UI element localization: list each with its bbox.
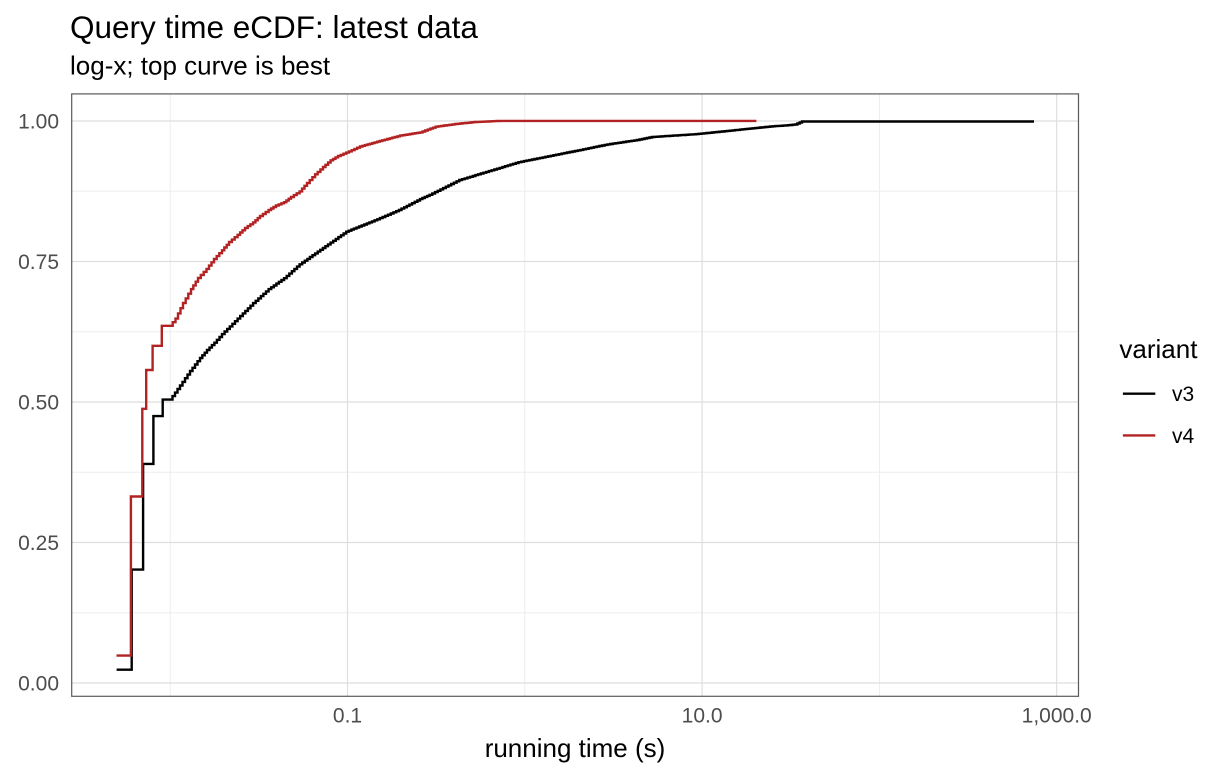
svg-text:1.00: 1.00	[18, 110, 59, 133]
svg-text:variant: variant	[1119, 334, 1198, 364]
svg-text:v4: v4	[1172, 425, 1195, 448]
svg-text:1,000.0: 1,000.0	[1022, 705, 1092, 728]
svg-text:0.75: 0.75	[18, 251, 59, 274]
svg-text:v3: v3	[1172, 383, 1194, 406]
svg-text:0.25: 0.25	[18, 532, 59, 555]
svg-text:running time (s): running time (s)	[485, 733, 666, 763]
svg-text:Query time eCDF: latest data: Query time eCDF: latest data	[70, 9, 478, 45]
svg-text:0.00: 0.00	[18, 672, 59, 695]
svg-text:0.1: 0.1	[333, 705, 362, 728]
svg-text:10.0: 10.0	[682, 705, 723, 728]
svg-text:log-x; top curve is best: log-x; top curve is best	[70, 51, 331, 81]
svg-text:0.50: 0.50	[18, 391, 59, 414]
